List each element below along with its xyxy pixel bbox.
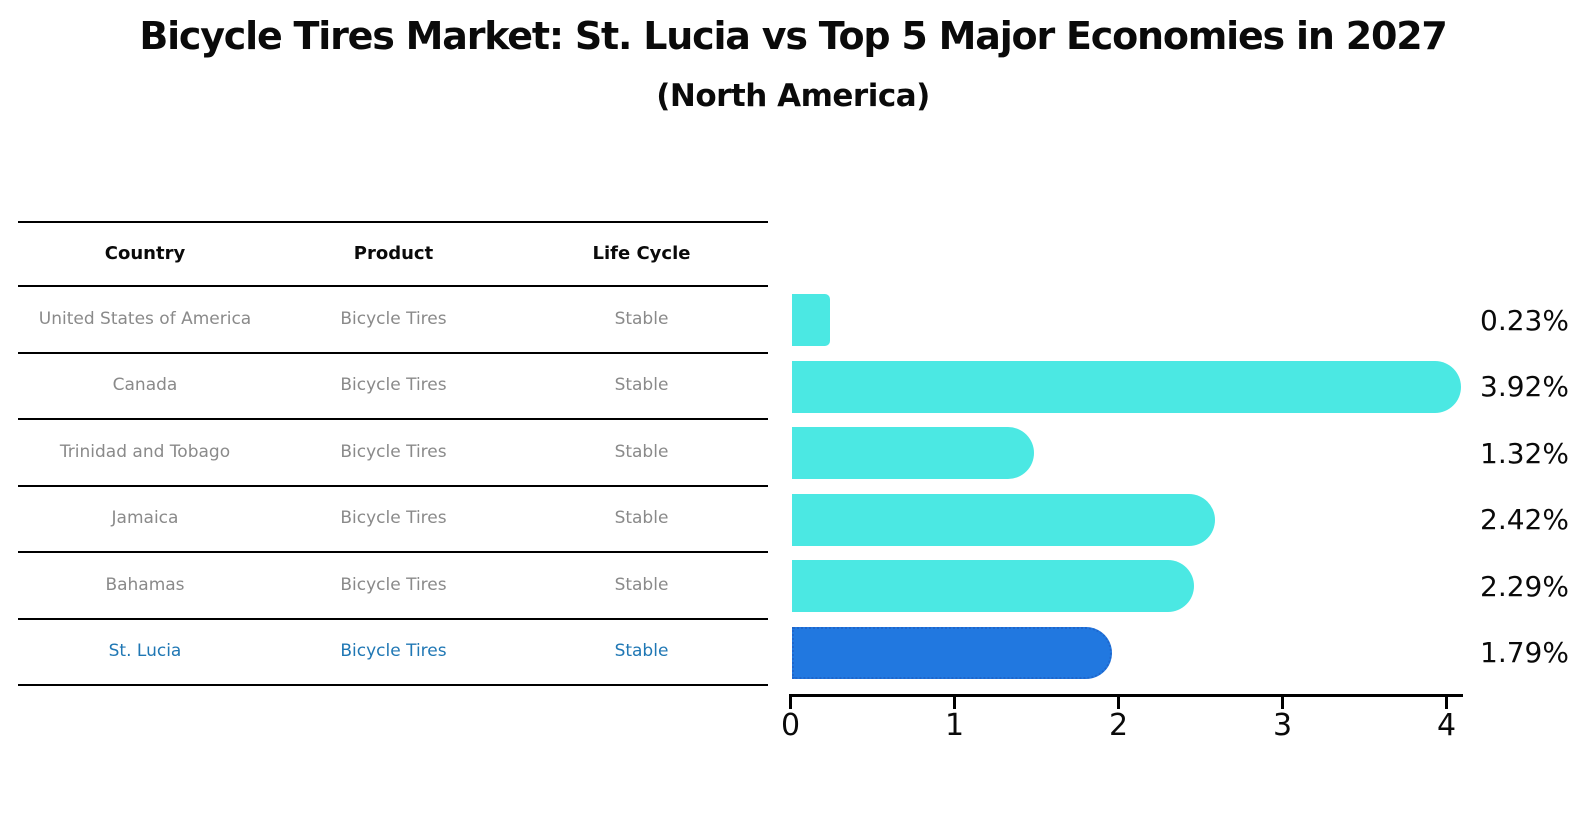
table-row: St. Lucia Bicycle Tires Stable 1.79% — [18, 620, 1578, 687]
bar-value-label: 2.42% — [1480, 503, 1569, 537]
x-axis-tick — [1117, 697, 1120, 709]
bar-track — [792, 420, 1462, 487]
bar-area-header-spacer — [792, 221, 1462, 287]
product-cell: Bicycle Tires — [340, 508, 447, 529]
x-axis-line — [789, 694, 1463, 697]
life-cycle-cell: Stable — [614, 308, 669, 329]
bar-track — [792, 287, 1462, 354]
table-row: Jamaica Bicycle Tires Stable 2.42% — [18, 487, 1578, 554]
x-axis-tick — [789, 697, 792, 709]
bar — [792, 360, 1461, 413]
table-row-cells: United States of America Bicycle Tires Sta… — [18, 287, 768, 354]
table-row-cells: Canada Bicycle Tires Stable — [18, 354, 768, 420]
bar-value-label: 3.92% — [1480, 370, 1569, 404]
bar-value-label: 1.79% — [1480, 636, 1569, 670]
bar-value-label: 2.29% — [1480, 569, 1569, 603]
bar-highlighted — [792, 626, 1112, 679]
column-header-product: Product — [353, 243, 434, 265]
country-cell: Jamaica — [111, 508, 179, 529]
life-cycle-cell: Stable — [614, 441, 669, 462]
table-header-row: Country Product Life Cycle — [18, 221, 1578, 287]
bar — [792, 493, 1215, 546]
bar-value-label: 0.23% — [1480, 303, 1569, 337]
bar — [792, 427, 1035, 479]
life-cycle-cell: Stable — [614, 574, 669, 595]
table-row-cells: Jamaica Bicycle Tires Stable — [18, 487, 768, 553]
table-and-bars: Country Product Life Cycle United States… — [18, 221, 1578, 686]
x-axis-tick-label: 1 — [944, 708, 965, 743]
life-cycle-cell: Stable — [614, 375, 669, 396]
product-cell: Bicycle Tires — [340, 441, 447, 462]
bar-track — [792, 354, 1462, 421]
chart-subtitle: (North America) — [656, 78, 930, 114]
product-cell: Bicycle Tires — [340, 574, 447, 595]
column-header-country: Country — [104, 243, 186, 265]
country-cell: St. Lucia — [108, 641, 182, 662]
country-cell: United States of America — [38, 308, 252, 329]
life-cycle-cell: Stable — [614, 641, 669, 662]
x-axis-tick — [1445, 697, 1448, 709]
bar — [792, 560, 1194, 612]
country-cell: Trinidad and Tobago — [59, 441, 231, 462]
bar-track — [792, 620, 1462, 687]
bar-track — [792, 487, 1462, 554]
table-row-cells: Trinidad and Tobago Bicycle Tires Stable — [18, 420, 768, 487]
x-axis-tick-label: 3 — [1272, 708, 1293, 743]
x-axis-tick — [953, 697, 956, 709]
x-axis-tick-label: 4 — [1436, 708, 1457, 743]
product-cell: Bicycle Tires — [340, 375, 447, 396]
table-row: Trinidad and Tobago Bicycle Tires Stable 1.… — [18, 420, 1578, 487]
table-row-cells: Bahamas Bicycle Tires Stable — [18, 553, 768, 620]
life-cycle-cell: Stable — [614, 508, 669, 529]
chart-title: Bicycle Tires Market: St. Lucia vs Top 5… — [139, 14, 1448, 58]
table-row-cells: St. Lucia Bicycle Tires Stable — [18, 620, 768, 686]
country-cell: Bahamas — [105, 574, 185, 595]
country-cell: Canada — [112, 375, 178, 396]
product-cell: Bicycle Tires — [340, 308, 447, 329]
column-header-life-cycle: Life Cycle — [592, 243, 691, 265]
table-row: Canada Bicycle Tires Stable 3.92% — [18, 354, 1578, 421]
x-axis-tick-label: 0 — [780, 708, 801, 743]
product-cell: Bicycle Tires — [340, 641, 447, 662]
table-row: Bahamas Bicycle Tires Stable 2.29% — [18, 553, 1578, 620]
x-axis-tick — [1281, 697, 1284, 709]
table-header: Country Product Life Cycle — [18, 221, 768, 287]
x-axis-tick-label: 2 — [1108, 708, 1129, 743]
table-row: United States of America Bicycle Tires Sta… — [18, 287, 1578, 354]
bar — [792, 294, 830, 346]
bar-value-label: 1.32% — [1480, 436, 1569, 470]
bar-track — [792, 553, 1462, 620]
